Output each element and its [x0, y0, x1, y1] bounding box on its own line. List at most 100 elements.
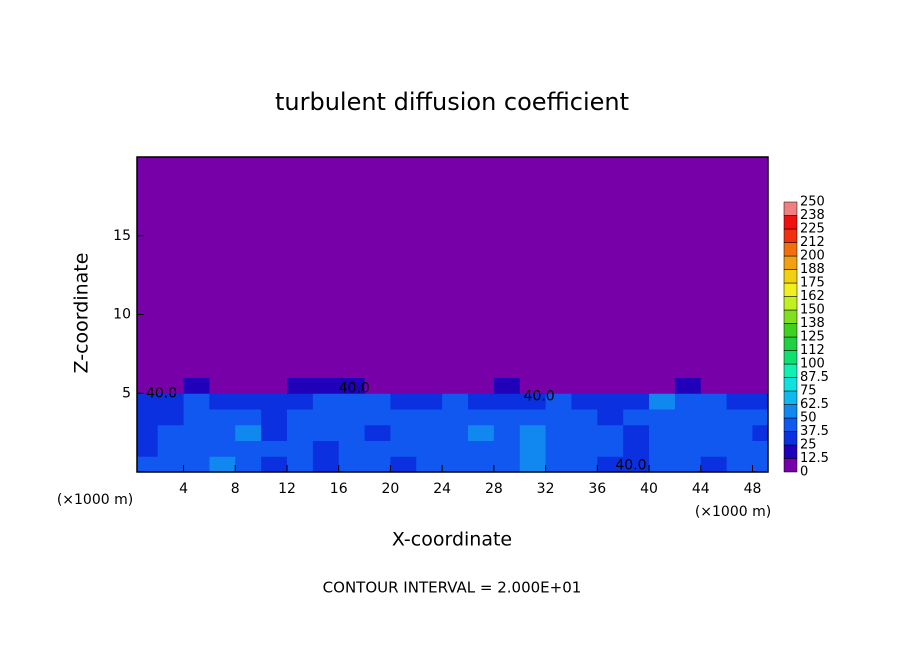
cell	[235, 456, 262, 472]
cell	[623, 393, 650, 410]
cell	[726, 456, 753, 472]
cell	[235, 424, 262, 441]
cell	[338, 456, 366, 472]
x-tick-label: 48	[744, 481, 762, 497]
cell	[597, 440, 624, 457]
x-tick-label: 4	[179, 481, 188, 497]
cell	[726, 424, 753, 441]
cell	[209, 440, 236, 457]
cell	[183, 157, 210, 378]
cell	[597, 424, 624, 441]
cell	[416, 456, 443, 472]
cell	[312, 456, 340, 472]
cell	[623, 440, 650, 457]
cell	[649, 440, 676, 457]
colorbar-label: 138	[800, 316, 825, 331]
colorbar-label: 75	[800, 384, 817, 399]
cell	[338, 393, 366, 410]
x-tick-label: 44	[692, 481, 710, 497]
colorbar-label: 162	[800, 289, 825, 304]
contour-interval: CONTOUR INTERVAL = 2.000E+01	[323, 579, 582, 597]
cell	[700, 456, 728, 472]
field	[137, 157, 768, 472]
cell	[286, 456, 314, 472]
cell	[700, 393, 728, 410]
cell	[286, 409, 314, 426]
cell	[700, 377, 728, 394]
cell	[726, 377, 753, 394]
cell	[338, 157, 366, 378]
cell	[597, 393, 624, 410]
cell	[364, 456, 391, 472]
cell	[261, 424, 288, 441]
cell	[726, 409, 753, 426]
cell	[157, 440, 185, 457]
cell	[674, 157, 702, 378]
cell	[390, 393, 417, 410]
cell	[700, 157, 728, 378]
cell	[597, 409, 624, 426]
y-tick-label: 10	[113, 307, 131, 323]
x-tick-label: 32	[537, 481, 555, 497]
colorbar-label: 225	[800, 222, 825, 237]
cell	[364, 377, 391, 394]
cell	[235, 393, 262, 410]
cell	[416, 440, 443, 457]
x-axis-label: X-coordinate	[392, 529, 512, 551]
cell	[468, 424, 495, 441]
cell	[390, 440, 417, 457]
cell	[157, 377, 185, 394]
cell	[235, 377, 262, 394]
cell	[674, 456, 702, 472]
cell	[674, 409, 702, 426]
cell	[519, 440, 547, 457]
cell	[137, 409, 159, 426]
cell	[286, 393, 314, 410]
x-tick-label: 36	[588, 481, 606, 497]
cell	[752, 440, 768, 457]
cell	[519, 424, 547, 441]
cell	[519, 157, 547, 378]
cell	[752, 424, 768, 441]
cell	[261, 157, 288, 378]
cell	[493, 393, 521, 410]
x-tick-label: 40	[640, 481, 658, 497]
cell	[312, 377, 340, 394]
cell	[209, 393, 236, 410]
cell	[726, 440, 753, 457]
cell	[545, 377, 572, 394]
cell	[545, 393, 572, 410]
colorbar-bin	[783, 363, 798, 378]
y-tick-label: 5	[122, 385, 131, 401]
cell	[209, 377, 236, 394]
cell	[468, 440, 495, 457]
cell	[674, 377, 702, 394]
cell	[338, 409, 366, 426]
cell	[390, 456, 417, 472]
cell	[545, 456, 572, 472]
contour-label: 40.0	[524, 388, 555, 404]
cell	[137, 157, 159, 378]
cell	[493, 440, 521, 457]
cell	[571, 424, 598, 441]
colorbar-label: 87.5	[800, 370, 829, 385]
cell	[390, 409, 417, 426]
cell	[235, 157, 262, 378]
colorbar-label: 100	[800, 357, 825, 372]
cell	[752, 456, 768, 472]
cell	[597, 157, 624, 378]
cell	[364, 440, 391, 457]
cell	[649, 377, 676, 394]
colorbar-bin	[783, 336, 798, 351]
cell	[674, 393, 702, 410]
cell	[416, 377, 443, 394]
cell	[364, 393, 391, 410]
cell	[649, 456, 676, 472]
colorbar-bin	[783, 350, 798, 365]
colorbar-label: 50	[800, 411, 817, 426]
cell	[468, 456, 495, 472]
x-tick-label: 28	[485, 481, 503, 497]
cell	[442, 377, 469, 394]
cell	[183, 393, 210, 410]
